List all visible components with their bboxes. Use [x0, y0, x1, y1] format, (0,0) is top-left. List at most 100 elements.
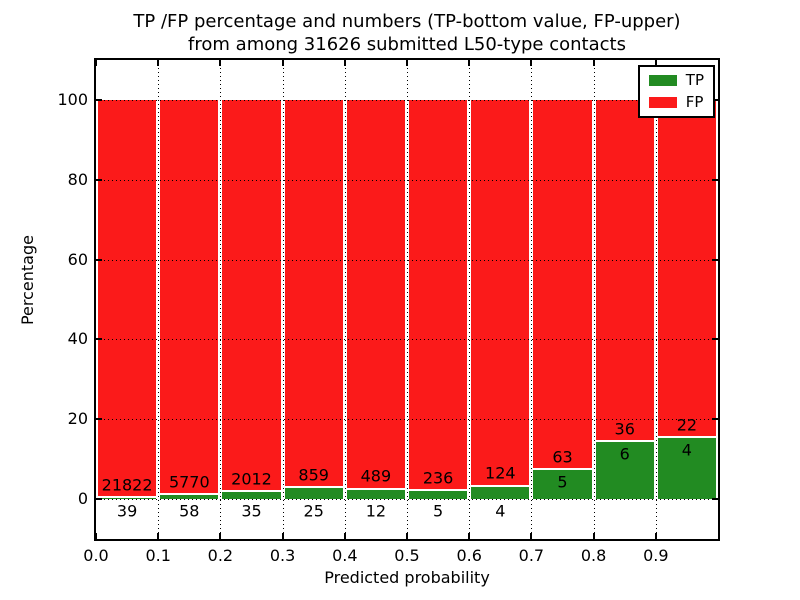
- fp-count-label: 21822: [101, 475, 153, 495]
- x-tick-mark: [95, 60, 97, 66]
- gridline-vertical: [469, 60, 471, 539]
- tp-count-label: 12: [365, 501, 387, 521]
- y-tick-mark: [96, 338, 102, 341]
- fp-count-label: 63: [552, 447, 573, 467]
- bar-segment-tp: [346, 489, 405, 500]
- bar-segment-tp: [98, 498, 157, 500]
- x-tick-mark: [95, 533, 97, 539]
- gridline-vertical: [655, 60, 657, 539]
- fp-count-label: 859: [298, 465, 329, 485]
- bar-segment-tp: [657, 437, 716, 500]
- bar-segment-fp: [657, 99, 716, 436]
- x-tick-mark: [406, 60, 408, 66]
- chart-title: TP /FP percentage and numbers (TP-bottom…: [96, 10, 718, 56]
- gridline-vertical: [220, 60, 222, 539]
- bar-segment-fp: [222, 99, 281, 491]
- chart-title-line2: from among 31626 submitted L50-type cont…: [188, 34, 626, 55]
- y-tick-mark: [712, 418, 718, 421]
- x-axis-label: Predicted probability: [324, 568, 490, 587]
- y-tick-mark: [96, 498, 102, 501]
- fp-count-label: 236: [422, 468, 454, 488]
- x-tick-label: 0.9: [643, 546, 669, 565]
- x-tick-mark: [654, 60, 657, 66]
- tp-count-label: 4: [495, 501, 506, 521]
- y-tick-label: 20: [67, 409, 88, 429]
- bar-segment-tp: [160, 495, 219, 500]
- x-tick-mark: [343, 60, 346, 66]
- x-tick-mark: [219, 60, 222, 66]
- x-tick-label: 0.4: [332, 546, 358, 565]
- y-tick-mark: [712, 98, 718, 101]
- x-tick-mark: [219, 533, 222, 539]
- fp-count-label: 124: [485, 463, 516, 483]
- bar-segment-tp: [471, 486, 530, 500]
- y-tick-mark: [712, 178, 718, 181]
- chart-title-line1: TP /FP percentage and numbers (TP-bottom…: [133, 11, 681, 32]
- bar-segment-fp: [471, 99, 530, 485]
- bar-segment-fp: [284, 99, 343, 486]
- y-tick-label: 60: [67, 249, 88, 269]
- legend-label-fp: FP: [685, 93, 704, 111]
- gridline-vertical: [593, 60, 595, 539]
- x-tick-label: 0.2: [207, 546, 234, 565]
- x-tick-mark: [654, 533, 657, 539]
- x-tick-mark: [530, 533, 533, 539]
- y-tick-label: 0: [77, 489, 88, 509]
- bars-layer: [96, 60, 718, 539]
- bar-segment-fp: [98, 99, 157, 497]
- bar-segment-tp: [284, 487, 343, 500]
- y-tick-mark: [96, 98, 102, 101]
- x-tick-mark: [592, 533, 595, 539]
- y-axis-label-text: Percentage: [18, 235, 37, 326]
- y-tick-mark: [96, 178, 102, 181]
- gridline-vertical: [158, 60, 160, 539]
- y-tick-mark: [712, 258, 718, 261]
- tp-count-label: 4: [681, 440, 692, 460]
- gridline-vertical: [282, 60, 284, 539]
- y-tick-mark: [96, 418, 102, 421]
- bar-segment-fp: [346, 99, 405, 488]
- tp-count-label: 35: [241, 501, 262, 521]
- tp-count-label: 5: [557, 472, 568, 492]
- tp-count-label: 58: [179, 501, 200, 521]
- x-tick-label: 0.5: [394, 546, 420, 565]
- legend-entry-tp: TP: [648, 73, 704, 88]
- y-axis-label: Percentage: [18, 180, 38, 380]
- x-tick-label: 0.8: [580, 546, 607, 565]
- fp-count-label: 2012: [231, 469, 272, 489]
- bar-segment-tp: [533, 469, 592, 500]
- x-tick-label: 0.3: [269, 546, 296, 565]
- x-tick-mark: [157, 533, 160, 539]
- bar-segment-fp: [409, 99, 468, 489]
- x-tick-mark: [468, 533, 471, 539]
- bar-segment-tp: [409, 490, 468, 500]
- x-tick-mark: [343, 533, 346, 539]
- y-tick-mark: [712, 338, 718, 341]
- tp-count-label: 5: [433, 501, 444, 521]
- x-tick-mark: [157, 60, 160, 66]
- fp-count-label: 489: [360, 466, 392, 486]
- legend: TP FP: [637, 65, 715, 118]
- x-tick-mark: [281, 533, 284, 539]
- x-tick-label: 0.7: [518, 546, 545, 565]
- tp-count-label: 39: [116, 501, 138, 521]
- gridline-vertical: [407, 60, 408, 539]
- legend-swatch-tp-icon: [648, 75, 677, 86]
- x-tick-mark: [468, 60, 471, 66]
- bar-segment-fp: [160, 99, 219, 494]
- legend-swatch-fp-icon: [648, 97, 677, 108]
- bar-segment-fp: [533, 99, 592, 468]
- y-tick-mark: [96, 258, 102, 261]
- x-tick-mark: [592, 60, 595, 66]
- legend-entry-fp: FP: [648, 93, 704, 111]
- tp-count-label: 6: [619, 444, 630, 464]
- y-tick-label: 100: [57, 89, 88, 109]
- grid-layer: [96, 60, 718, 539]
- x-tick-mark: [406, 533, 408, 539]
- bar-segment-tp: [222, 492, 281, 500]
- fp-count-label: 5770: [168, 472, 210, 492]
- y-tick-label: 40: [67, 329, 88, 349]
- fp-count-label: 36: [614, 419, 635, 439]
- bar-segment-tp: [595, 442, 654, 500]
